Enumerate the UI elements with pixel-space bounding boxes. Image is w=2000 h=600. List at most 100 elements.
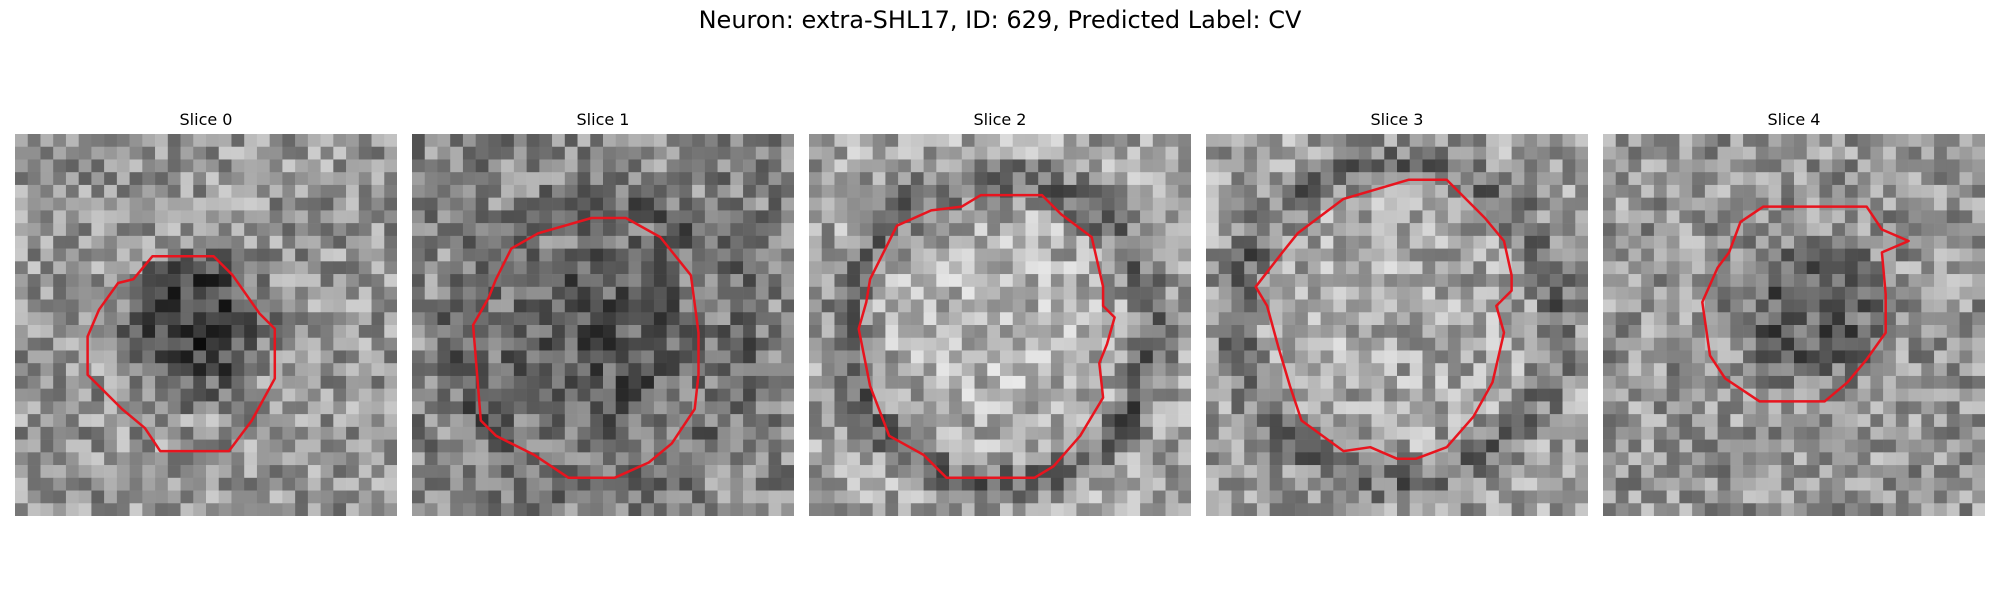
pixel [768, 248, 782, 262]
pixel [244, 274, 258, 288]
pixel [1397, 426, 1411, 440]
pixel [269, 426, 283, 440]
pixel [1615, 426, 1629, 440]
pixel [653, 490, 667, 504]
pixel [142, 312, 156, 326]
pixel [1615, 184, 1629, 198]
pixel [1537, 363, 1551, 377]
pixel [424, 235, 438, 249]
pixel [142, 286, 156, 300]
pixel [15, 248, 29, 262]
pixel [129, 388, 143, 402]
pixel [1152, 261, 1166, 275]
pixel [167, 134, 181, 148]
pixel [1717, 465, 1731, 479]
roi-contour [86, 254, 277, 453]
pixel [371, 439, 385, 453]
pixel [450, 426, 464, 440]
pixel [1256, 223, 1270, 237]
pixel [269, 274, 283, 288]
pixel [1127, 261, 1141, 275]
pixel [1819, 490, 1833, 504]
pixel [1178, 490, 1191, 504]
pixel [501, 172, 515, 186]
pixel [27, 363, 41, 377]
pixel [1244, 414, 1258, 428]
pixel [231, 286, 245, 300]
pixel [1486, 401, 1500, 415]
pixel [730, 426, 744, 440]
pixel [1127, 325, 1141, 339]
pixel [1832, 146, 1846, 160]
pixel [755, 146, 769, 160]
pixel [821, 465, 835, 479]
pixel [193, 465, 207, 479]
pixel [704, 210, 718, 224]
pixel [1256, 452, 1270, 466]
pixel [821, 312, 835, 326]
pixel [730, 299, 744, 313]
pixel [821, 439, 835, 453]
pixel [295, 261, 309, 275]
pixel [1615, 452, 1629, 466]
pixel [717, 312, 731, 326]
pixel [1256, 350, 1270, 364]
pixel [1921, 477, 1935, 491]
pixel [1397, 261, 1411, 275]
pixel [615, 350, 629, 364]
pixel [1549, 134, 1563, 148]
pixel [129, 248, 143, 262]
pixel [1562, 286, 1576, 300]
pixel [898, 452, 912, 466]
pixel [269, 286, 283, 300]
pixel [768, 337, 782, 351]
pixel [1231, 235, 1245, 249]
pixel [704, 299, 718, 313]
pixel [526, 350, 540, 364]
pixel [1946, 477, 1960, 491]
pixel [450, 363, 464, 377]
pixel [167, 503, 181, 516]
pixel [1781, 210, 1795, 224]
pixel [1012, 414, 1026, 428]
pixel [1269, 210, 1283, 224]
pixel [1537, 248, 1551, 262]
pixel [1946, 197, 1960, 211]
pixel [307, 477, 321, 491]
pixel [847, 337, 861, 351]
pixel [475, 146, 489, 160]
pixel [320, 490, 334, 504]
pixel [1063, 248, 1077, 262]
pixel [155, 375, 169, 389]
pixel [78, 426, 92, 440]
pixel [320, 477, 334, 491]
pixel [1486, 274, 1500, 288]
pixel [206, 299, 220, 313]
pixel [358, 299, 372, 313]
pixel [1307, 184, 1321, 198]
pixel [577, 274, 591, 288]
pixel [1447, 146, 1461, 160]
pixel [704, 197, 718, 211]
pixel [1038, 375, 1052, 389]
pixel [834, 286, 848, 300]
pixel [1959, 337, 1973, 351]
pixel [104, 299, 118, 313]
pixel [1282, 350, 1296, 364]
pixel [1794, 159, 1808, 173]
pixel [129, 503, 143, 516]
pixel [424, 490, 438, 504]
pixel [1908, 439, 1922, 453]
pixel [1152, 350, 1166, 364]
pixel [1218, 426, 1232, 440]
pixel [424, 274, 438, 288]
pixel [53, 439, 67, 453]
pixel [180, 197, 194, 211]
pixel [974, 363, 988, 377]
pixel [821, 134, 835, 148]
pixel [1358, 350, 1372, 364]
pixel [1333, 159, 1347, 173]
pixel [781, 503, 794, 516]
pixel [437, 159, 451, 173]
pixel [142, 299, 156, 313]
